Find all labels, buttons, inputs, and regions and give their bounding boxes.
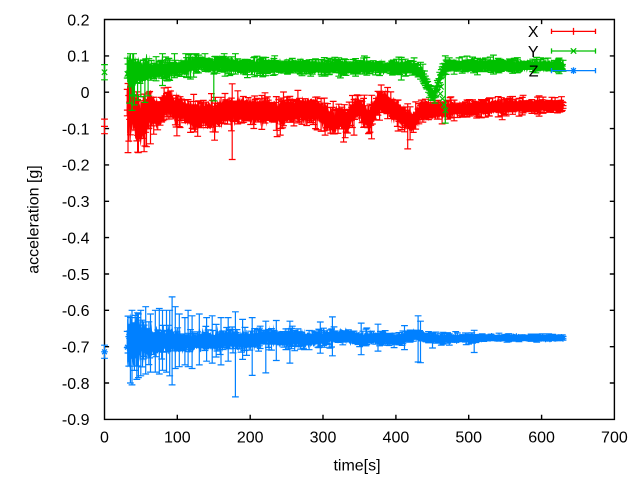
svg-text:500: 500 — [455, 430, 482, 447]
svg-text:time[s]: time[s] — [333, 458, 380, 475]
svg-text:-0.7: -0.7 — [62, 340, 90, 357]
svg-text:700: 700 — [601, 430, 628, 447]
svg-text:100: 100 — [164, 430, 191, 447]
svg-text:-0.4: -0.4 — [62, 230, 90, 247]
svg-text:Z: Z — [529, 63, 539, 80]
svg-text:-0.3: -0.3 — [62, 194, 90, 211]
svg-text:-0.8: -0.8 — [62, 376, 90, 393]
svg-text:0.1: 0.1 — [67, 49, 89, 66]
svg-text:-0.9: -0.9 — [62, 412, 90, 429]
svg-text:0.2: 0.2 — [67, 12, 89, 29]
svg-text:0: 0 — [81, 85, 90, 102]
svg-text:0: 0 — [100, 430, 109, 447]
svg-text:-0.2: -0.2 — [62, 158, 90, 175]
svg-text:-0.5: -0.5 — [62, 267, 90, 284]
svg-text:-0.1: -0.1 — [62, 121, 90, 138]
svg-text:400: 400 — [383, 430, 410, 447]
svg-text:600: 600 — [528, 430, 555, 447]
svg-text:acceleration [g]: acceleration [g] — [26, 165, 43, 274]
svg-text:Y: Y — [528, 44, 539, 61]
svg-text:X: X — [528, 24, 539, 41]
svg-text:-0.6: -0.6 — [62, 303, 90, 320]
svg-text:300: 300 — [310, 430, 337, 447]
svg-text:200: 200 — [237, 430, 264, 447]
